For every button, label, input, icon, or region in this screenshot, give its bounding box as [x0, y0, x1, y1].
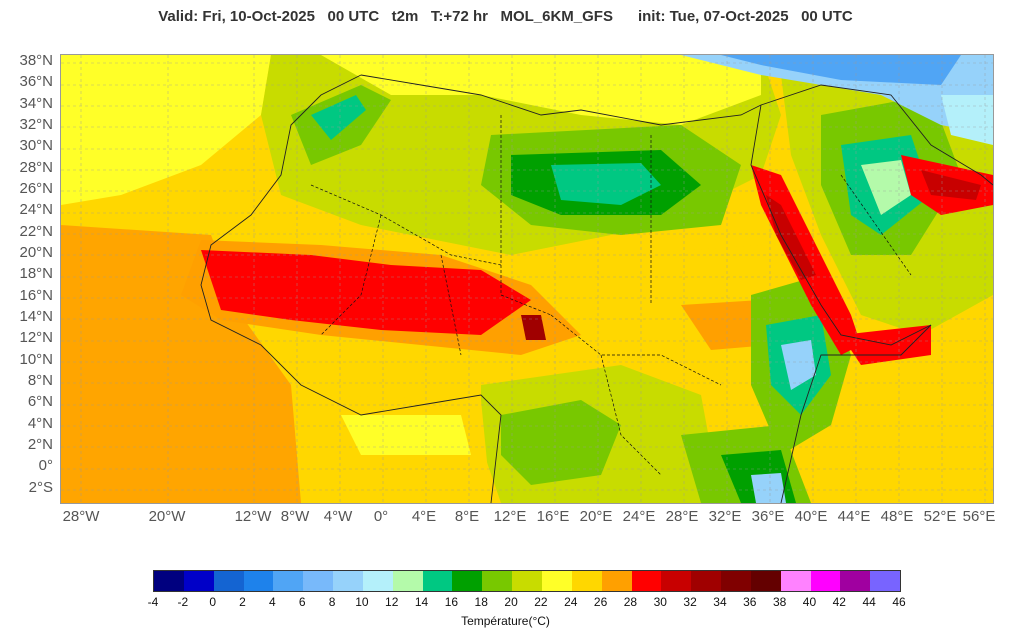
colorbar-tick-label: 20 [504, 595, 518, 609]
colorbar-tick-label: -2 [177, 595, 189, 609]
temperature-field [61, 55, 993, 503]
lat-label: 14°N [19, 308, 53, 325]
colorbar-swatch [243, 571, 274, 591]
colorbar-tick-label: 12 [385, 595, 399, 609]
lat-label: 32°N [19, 116, 53, 133]
lat-label: 4°N [27, 415, 53, 432]
lat-label: 10°N [19, 351, 53, 368]
lon-label: 24°E [622, 508, 656, 525]
lat-label: 24°N [19, 201, 53, 218]
lon-label: 8°E [454, 508, 480, 525]
lat-label: 18°N [19, 265, 53, 282]
colorbar-tick-label: 18 [474, 595, 488, 609]
lon-label: 4°W [323, 508, 353, 525]
colorbar-swatch [213, 571, 244, 591]
colorbar-title: Température(°C) [461, 614, 550, 628]
colorbar-tick-label: 26 [593, 595, 608, 609]
colorbar-swatch [631, 571, 662, 591]
colorbar-swatch [333, 571, 363, 591]
colorbar-swatch [303, 571, 334, 591]
lat-label: 6°N [27, 393, 53, 410]
map-title: Valid: Fri, 10-Oct-2025 00 UTC t2m T:+72… [158, 8, 853, 25]
lat-label: 0° [38, 457, 53, 474]
colorbar-swatch [840, 571, 871, 591]
lat-label: 34°N [19, 95, 53, 112]
colorbar-tick-label: 6 [298, 595, 306, 609]
colorbar-tick-label: -4 [147, 595, 159, 609]
lon-label: 4°E [411, 508, 437, 525]
colorbar-tick-label: 0 [209, 595, 217, 609]
lat-label: 26°N [19, 180, 53, 197]
lat-label: 16°N [19, 287, 53, 304]
colorbar-swatch [541, 571, 572, 591]
colorbar-tick-label: 30 [653, 595, 667, 609]
colorbar-swatch [661, 571, 692, 591]
lat-label: 36°N [19, 73, 53, 90]
lat-label: 30°N [19, 137, 53, 154]
colorbar-tick-label: 46 [892, 595, 906, 609]
lat-label: 22°N [19, 223, 53, 240]
colorbar-tick-label: 36 [743, 595, 757, 609]
temperature-map [60, 54, 994, 504]
colorbar-tick-label: 40 [802, 595, 817, 609]
colorbar-swatch [512, 571, 542, 591]
lon-label: 40°E [794, 508, 828, 525]
colorbar-swatch [601, 571, 632, 591]
colorbar-swatch [780, 571, 811, 591]
colorbar-swatch [392, 571, 423, 591]
lat-label: 38°N [19, 52, 53, 69]
colorbar-tick-label: 8 [328, 595, 336, 609]
colorbar-tick-label: 42 [832, 595, 846, 609]
colorbar-tick-label: 16 [444, 595, 459, 609]
colorbar-swatch [452, 571, 483, 591]
lon-label: 12°E [493, 508, 527, 525]
lon-label: 20°W [148, 508, 186, 525]
temperature-colorbar [153, 570, 901, 592]
lat-label: 8°N [27, 372, 53, 389]
lat-label: 20°N [19, 244, 53, 261]
colorbar-tick-label: 10 [355, 595, 369, 609]
colorbar-tick-label: 4 [269, 595, 276, 609]
lon-label: 48°E [880, 508, 914, 525]
colorbar-tick-label: 44 [862, 595, 876, 609]
lon-label: 12°W [234, 508, 272, 525]
colorbar-swatch [482, 571, 513, 591]
colorbar-tick-label: 34 [713, 595, 727, 609]
colorbar-swatch [810, 571, 841, 591]
colorbar-swatch [273, 571, 304, 591]
colorbar-tick-label: 14 [414, 595, 429, 609]
colorbar-tick-label: 32 [683, 595, 697, 609]
lon-label: 52°E [923, 508, 957, 525]
colorbar-tick-label: 38 [772, 595, 787, 609]
colorbar-tick-label: 24 [564, 595, 578, 609]
colorbar-tick-label: 2 [239, 595, 246, 609]
lon-label: 28°W [62, 508, 100, 525]
colorbar-tick-label: 22 [534, 595, 548, 609]
colorbar-swatch [362, 571, 393, 591]
lat-label: 12°N [19, 329, 53, 346]
lon-label: 16°E [536, 508, 570, 525]
colorbar-tick-label: 28 [623, 595, 638, 609]
lon-label: 56°E [962, 508, 996, 525]
lat-label: 2°S [28, 479, 53, 496]
lon-label: 0° [373, 508, 389, 525]
colorbar-swatch [422, 571, 453, 591]
lon-label: 28°E [665, 508, 699, 525]
lon-label: 20°E [579, 508, 613, 525]
lon-label: 32°E [708, 508, 742, 525]
lat-label: 28°N [19, 159, 53, 176]
colorbar-swatch [750, 571, 781, 591]
colorbar-swatch [691, 571, 722, 591]
lon-label: 36°E [751, 508, 785, 525]
colorbar-swatch [571, 571, 602, 591]
colorbar-swatch [721, 571, 751, 591]
lon-label: 8°W [280, 508, 310, 525]
colorbar-swatch [183, 571, 214, 591]
lon-label: 44°E [837, 508, 871, 525]
colorbar-swatch [870, 571, 901, 591]
colorbar-swatch [154, 571, 184, 591]
lat-label: 2°N [27, 436, 53, 453]
